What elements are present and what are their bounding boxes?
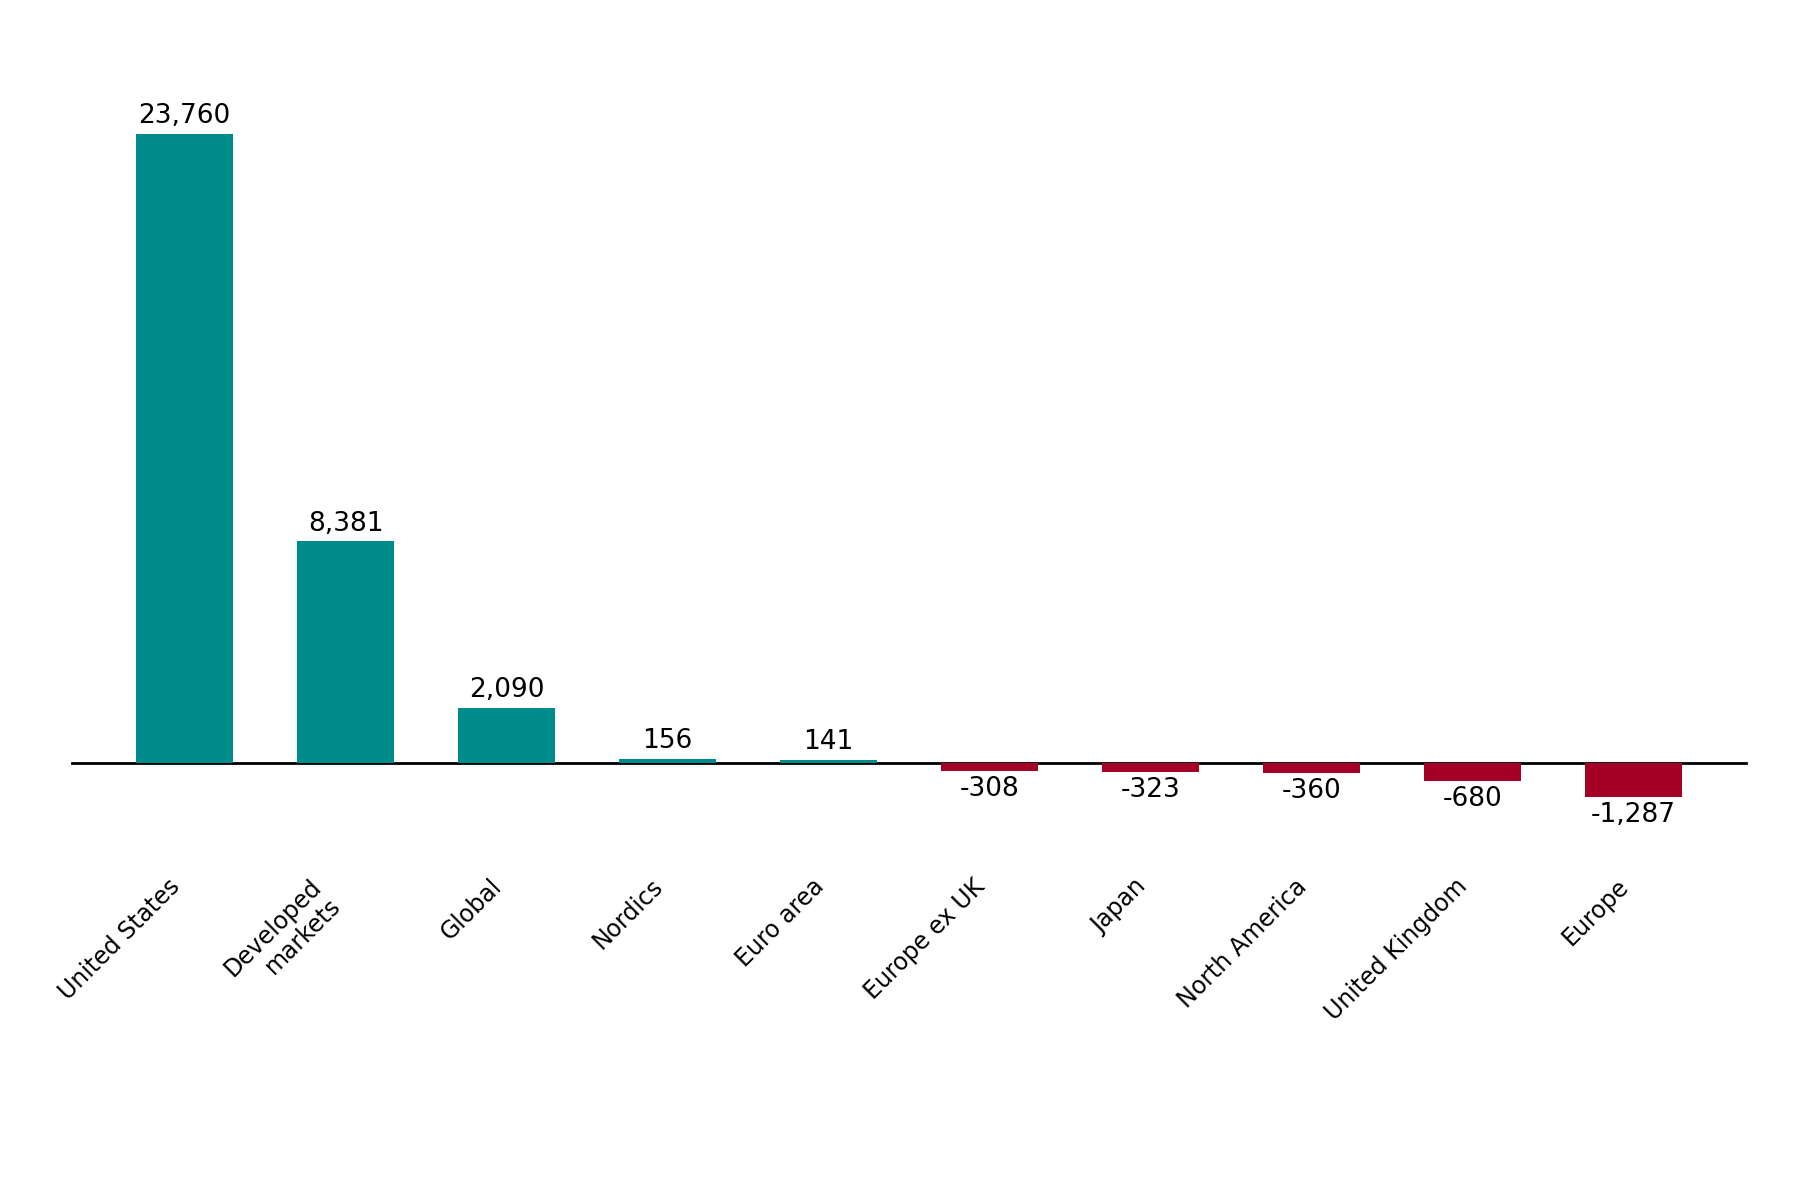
Text: 156: 156 [643, 728, 693, 755]
Bar [297, 541, 394, 763]
Bar [137, 134, 232, 763]
Bar [941, 763, 1039, 772]
Bar [779, 760, 877, 763]
Text: -360: -360 [1282, 778, 1341, 804]
Bar [459, 708, 554, 763]
Bar [619, 760, 716, 763]
Text: 2,090: 2,090 [468, 677, 544, 703]
Bar [1586, 763, 1681, 798]
Bar [1424, 763, 1521, 781]
Text: 23,760: 23,760 [139, 103, 230, 130]
Bar [1102, 763, 1199, 772]
Text: -323: -323 [1121, 776, 1181, 803]
Bar [1264, 763, 1359, 773]
Text: -680: -680 [1442, 786, 1503, 812]
Text: 141: 141 [803, 728, 853, 755]
Text: -308: -308 [959, 776, 1019, 803]
Text: 8,381: 8,381 [308, 510, 383, 536]
Text: -1,287: -1,287 [1591, 802, 1676, 828]
